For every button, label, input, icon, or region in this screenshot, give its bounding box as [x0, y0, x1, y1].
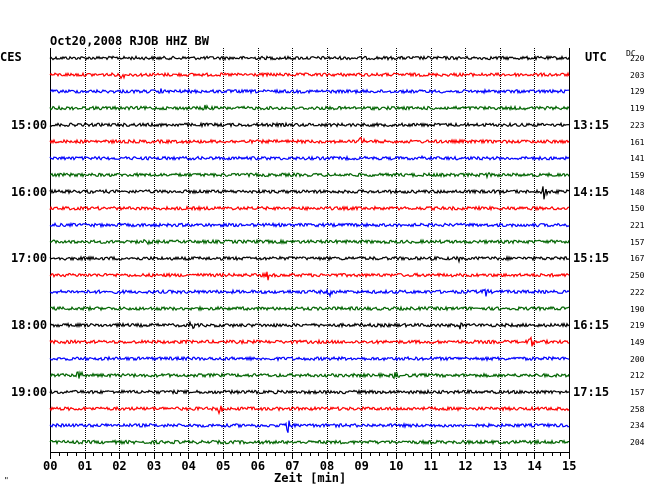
- right-timezone-label: UTC: [585, 50, 607, 64]
- traces: [49, 55, 570, 446]
- trace-row-19: [49, 370, 570, 380]
- trace-row-14: [49, 288, 570, 299]
- x-tick-label: 15: [562, 459, 577, 473]
- x-axis-label: Zeit [min]: [274, 471, 347, 485]
- x-tick-label: 13: [492, 459, 508, 473]
- trace-row-7: [49, 171, 570, 180]
- dc-value: 157: [630, 388, 645, 397]
- dc-value: 167: [630, 254, 645, 264]
- x-axis: [50, 452, 570, 459]
- dc-value: 200: [630, 354, 645, 364]
- x-tick-label: 03: [146, 459, 162, 473]
- trace-row-1: [49, 71, 570, 80]
- x-tick-label: 06: [250, 459, 266, 473]
- trace-row-4: [49, 121, 570, 129]
- x-tick-label: 10: [389, 459, 404, 473]
- dc-value: 258: [630, 404, 645, 414]
- dc-value: 141: [630, 154, 645, 164]
- right-time-label: 15:15: [573, 251, 610, 266]
- x-tick-label: 02: [112, 459, 127, 473]
- dc-value: 190: [630, 304, 645, 314]
- dc-value: 119: [630, 104, 645, 114]
- dc-value: 250: [630, 271, 645, 281]
- corner-mark: ": [4, 476, 9, 485]
- trace-row-20: [49, 388, 570, 396]
- trace-row-18: [49, 355, 570, 363]
- x-tick-label: 05: [216, 459, 231, 473]
- x-tick-label: 08: [319, 459, 335, 473]
- dc-value: 234: [630, 421, 645, 431]
- trace-row-6: [49, 154, 570, 162]
- dc-value: 150: [630, 204, 645, 214]
- trace-row-15: [49, 305, 570, 312]
- dc-value: 148: [630, 187, 645, 197]
- right-time-label: 17:15: [573, 385, 610, 399]
- dc-value: 212: [630, 371, 645, 381]
- dc-value: 203: [630, 70, 645, 80]
- trace-row-10: [49, 221, 570, 229]
- dc-value: 223: [630, 120, 645, 130]
- trace-row-17: [49, 335, 570, 347]
- left-timezone-label: CES: [0, 50, 22, 64]
- right-time-label: 16:15: [573, 318, 610, 333]
- dc-value: 161: [630, 137, 645, 147]
- left-time-label: 17:00: [11, 251, 48, 266]
- trace-row-21: [49, 405, 570, 416]
- x-tick-label: 00: [43, 459, 58, 473]
- trace-row-5: [49, 136, 570, 145]
- dc-value: 204: [630, 438, 645, 448]
- trace-row-9: [49, 204, 570, 212]
- right-time-label: 14:15: [573, 184, 610, 199]
- x-tick-label: 01: [77, 459, 93, 473]
- trace-row-13: [49, 271, 570, 281]
- x-tick-label: 07: [285, 459, 300, 473]
- dc-value: 220: [630, 54, 645, 63]
- trace-row-11: [49, 238, 570, 246]
- time-grid: [50, 48, 570, 452]
- x-tick-label: 12: [458, 459, 473, 473]
- x-tick-label: 14: [527, 459, 542, 473]
- chart-title: Oct20,2008 RJOB HHZ BW: [50, 34, 209, 48]
- trace-row-0: [49, 55, 570, 62]
- dc-value: 157: [630, 237, 645, 247]
- dc-value: 222: [630, 287, 645, 297]
- dc-value: 159: [630, 170, 645, 180]
- trace-row-22: [49, 420, 570, 433]
- left-time-label: 16:00: [11, 184, 48, 199]
- dc-value: 129: [630, 87, 645, 97]
- x-tick-label: 09: [354, 459, 369, 473]
- left-time-label: 18:00: [11, 318, 48, 333]
- trace-row-12: [49, 255, 570, 264]
- trace-row-23: [49, 438, 569, 446]
- dc-value: 221: [630, 221, 645, 230]
- right-time-label: 13:15: [573, 117, 610, 132]
- dc-value: 219: [630, 321, 645, 331]
- left-time-label: 19:00: [11, 385, 48, 399]
- trace-row-8: [49, 186, 570, 200]
- trace-row-3: [49, 104, 570, 112]
- trace-row-16: [49, 320, 570, 330]
- x-tick-label: 04: [181, 459, 196, 473]
- dc-value: 149: [630, 337, 645, 347]
- left-time-label: 15:00: [11, 117, 48, 132]
- trace-row-2: [49, 88, 569, 95]
- dc-column-header: DC: [626, 49, 636, 58]
- x-tick-label: 11: [423, 459, 439, 473]
